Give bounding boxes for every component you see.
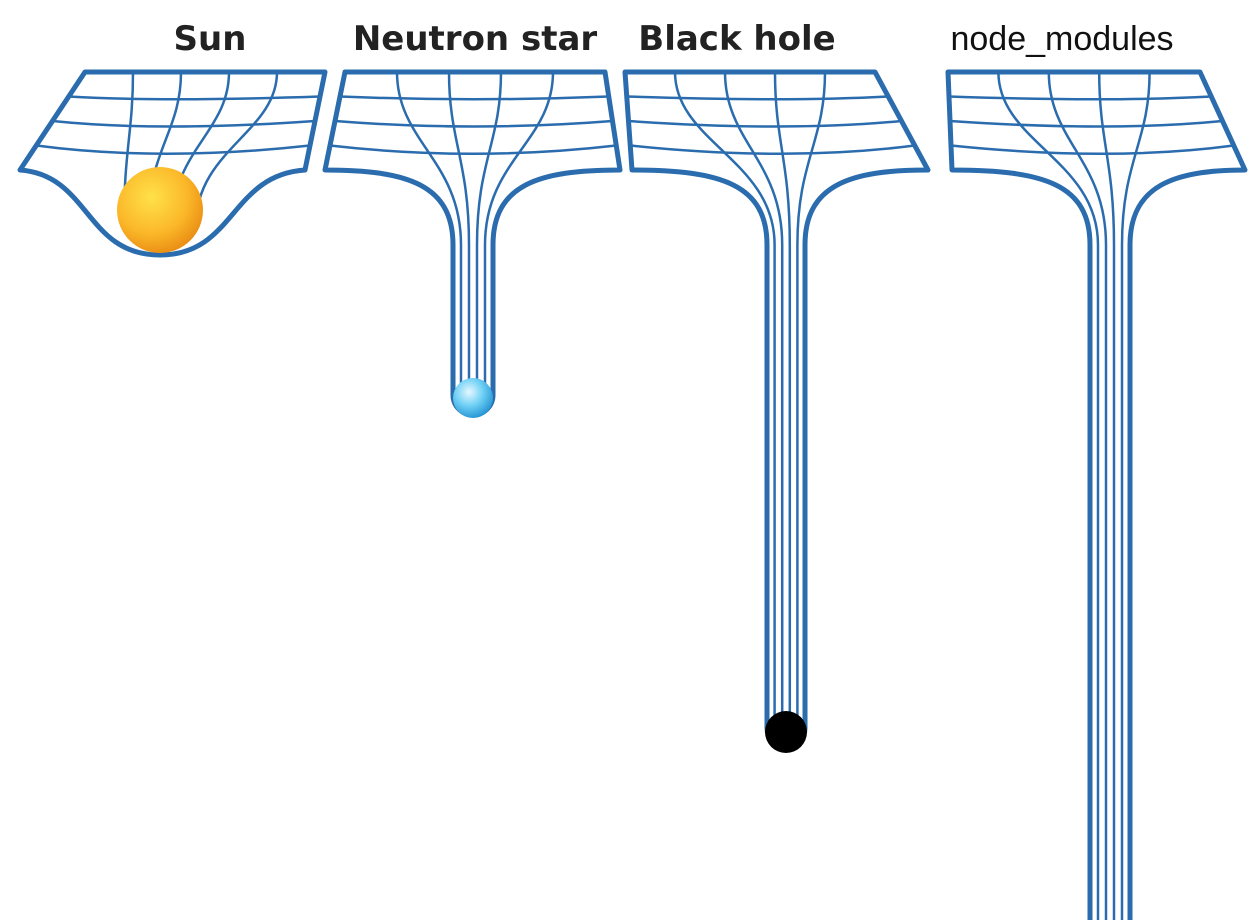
label: node_modules (950, 20, 1173, 58)
black-hole (765, 711, 807, 753)
sun (117, 167, 203, 253)
funnel-outline (625, 72, 928, 747)
label: Sun (174, 19, 247, 59)
meme: Sun Neutron star Black hole node_modules (0, 0, 1250, 920)
funnel-outline (948, 72, 1245, 920)
neutron-star (453, 378, 493, 418)
label: Neutron star (353, 19, 598, 59)
funnels (20, 72, 1245, 920)
label: Black hole (638, 19, 835, 59)
